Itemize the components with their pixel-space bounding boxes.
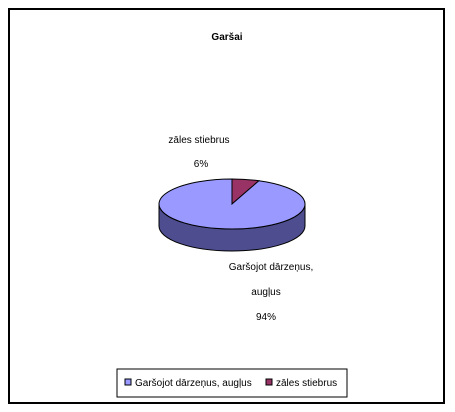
slice-label-zales-stiebrus: zāles stiebrus bbox=[168, 135, 229, 146]
slice-value-zales-stiebrus: 6% bbox=[194, 159, 209, 170]
legend-entry-garsojot: Garšojot dārzeņus, augļus bbox=[135, 378, 252, 389]
slice-value-garsojot: 94% bbox=[256, 312, 276, 323]
legend-entry-zales-stiebrus: zāles stiebrus bbox=[276, 378, 337, 389]
legend: Garšojot dārzeņus, augļus zāles stiebrus bbox=[116, 368, 348, 398]
legend-swatch-zales-stiebrus bbox=[265, 378, 273, 386]
legend-swatch-garsojot bbox=[124, 378, 132, 386]
chart-title: Garšai bbox=[211, 32, 242, 43]
legend-box bbox=[116, 368, 348, 398]
slice-label-garsojot-line2: augļus bbox=[251, 287, 280, 298]
pie-group bbox=[158, 178, 306, 252]
slice-top-0 bbox=[158, 178, 306, 230]
slice-label-garsojot-line1: Garšojot dārzeņus, bbox=[229, 262, 314, 273]
